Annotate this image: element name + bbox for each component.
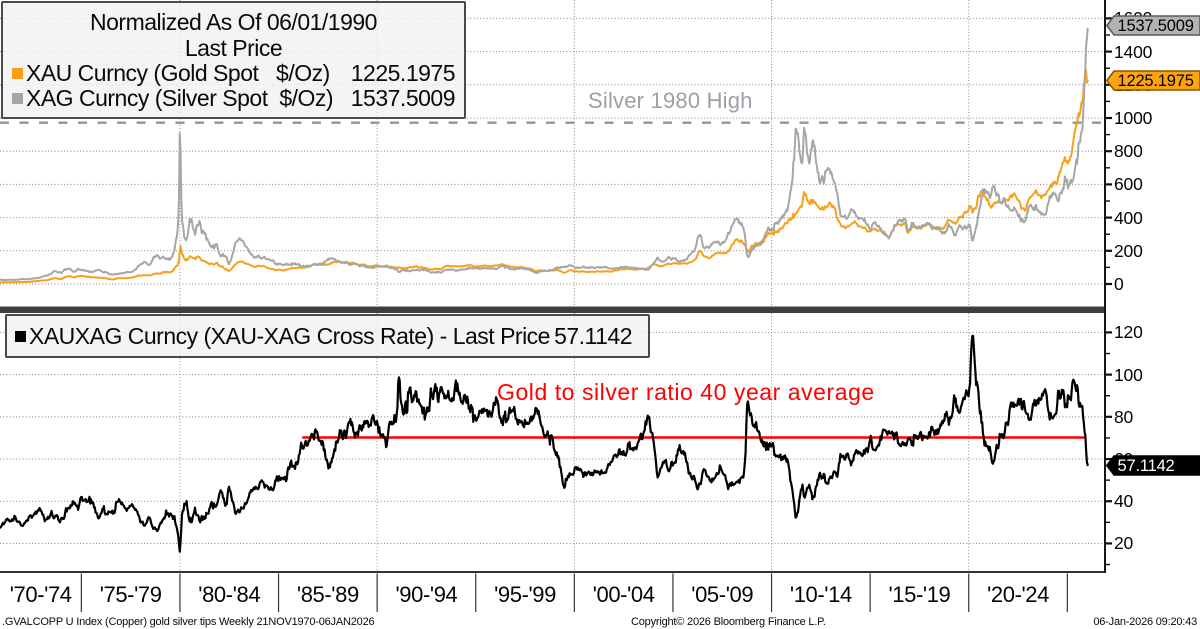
top-y-tick-label-1000: 1000 xyxy=(1114,107,1153,128)
legend-row-silver: XAG Curncy (Silver Spot $/Oz) 1537.5009 xyxy=(3,86,464,111)
x-axis-label-2005s: '05-'09 xyxy=(691,582,754,607)
footer-timestamp: 06-Jan-2026 09:20:43 xyxy=(1093,615,1197,628)
gold-series-label: XAU Curncy (Gold Spot $/Oz) xyxy=(26,60,330,86)
bottom-y-tick-label-40: 40 xyxy=(1114,491,1134,512)
ratio-40y-average-annotation: Gold to silver ratio 40 year average xyxy=(497,378,875,405)
bottom-y-tick-label-120: 120 xyxy=(1114,322,1143,343)
legend-title: Normalized As Of 06/01/1990 xyxy=(90,9,377,35)
top-y-tick-label-200: 200 xyxy=(1114,240,1143,261)
bottom-y-tick-label-80: 80 xyxy=(1114,406,1134,427)
top-y-tick-label-600: 600 xyxy=(1114,174,1143,195)
gold-series-swatch-icon xyxy=(12,68,23,79)
legend-subtitle: Last Price xyxy=(184,35,283,61)
gold-silver-ratio-line-series xyxy=(0,334,1089,553)
silver-series-swatch-icon xyxy=(12,93,23,104)
axes-and-ticks xyxy=(0,0,1112,612)
x-axis-label-1990s: '90-'94 xyxy=(395,582,458,607)
silver-spot-line-series xyxy=(0,27,1089,281)
silver-last-price-badge: 1537.5009 xyxy=(1105,15,1200,37)
ratio-series-label: XAUXAG Curncy (XAU-XAG Cross Rate) - Las… xyxy=(29,322,550,349)
x-axis-label-2010s: '10-'14 xyxy=(789,582,852,607)
bottom-y-tick-label-20: 20 xyxy=(1114,533,1134,554)
x-axis-label-1995s: '95-'99 xyxy=(494,582,556,607)
x-axis-label-1980s: '80-'84 xyxy=(198,582,261,607)
panel-separator-band xyxy=(0,306,1106,313)
bottom-y-tick-label-100: 100 xyxy=(1114,364,1143,385)
x-axis-label-1985s: '85-'89 xyxy=(296,582,359,607)
silver-series-label: XAG Curncy (Silver Spot $/Oz) xyxy=(26,85,334,111)
gold-series-value: 1225.1975 xyxy=(350,60,456,86)
top-y-tick-label-1400: 1400 xyxy=(1114,41,1153,62)
footer-copyright: Copyright© 2026 Bloomberg Finance L.P. xyxy=(631,615,826,628)
x-axis-label-1970s: '70-'74 xyxy=(9,582,72,607)
x-axis-label-2020s: '20-'24 xyxy=(987,582,1049,607)
legend-row-gold: XAU Curncy (Gold Spot $/Oz) 1225.1975 xyxy=(3,61,464,86)
ratio-series-value: 57.1142 xyxy=(554,322,632,349)
x-axis-label-2000s: '00-'04 xyxy=(592,582,655,607)
top-y-tick-label-800: 800 xyxy=(1114,141,1143,162)
x-axis-label-2015s: '15-'19 xyxy=(888,582,951,607)
footer-index-description: .GVALCOPP U Index (Copper) gold silver t… xyxy=(2,615,375,628)
legend-row-ratio: XAUXAG Curncy (XAU-XAG Cross Rate) - Las… xyxy=(7,323,648,350)
bottom-panel-legend: XAUXAG Curncy (XAU-XAG Cross Rate) - Las… xyxy=(5,314,650,358)
silver-series-value: 1537.5009 xyxy=(350,85,456,111)
top-y-tick-label-400: 400 xyxy=(1114,207,1143,228)
top-panel-legend: Normalized As Of 06/01/1990 Last Price X… xyxy=(1,1,466,119)
silver-1980-high-annotation: Silver 1980 High xyxy=(588,87,753,113)
gold-last-price-badge: 1225.1975 xyxy=(1105,70,1200,91)
ratio-last-price-badge: 57.1142 xyxy=(1105,454,1200,476)
top-y-tick-label-0: 0 xyxy=(1114,273,1124,294)
ratio-series-swatch-icon xyxy=(15,330,26,342)
x-axis-label-1975s: '75-'79 xyxy=(99,582,162,607)
